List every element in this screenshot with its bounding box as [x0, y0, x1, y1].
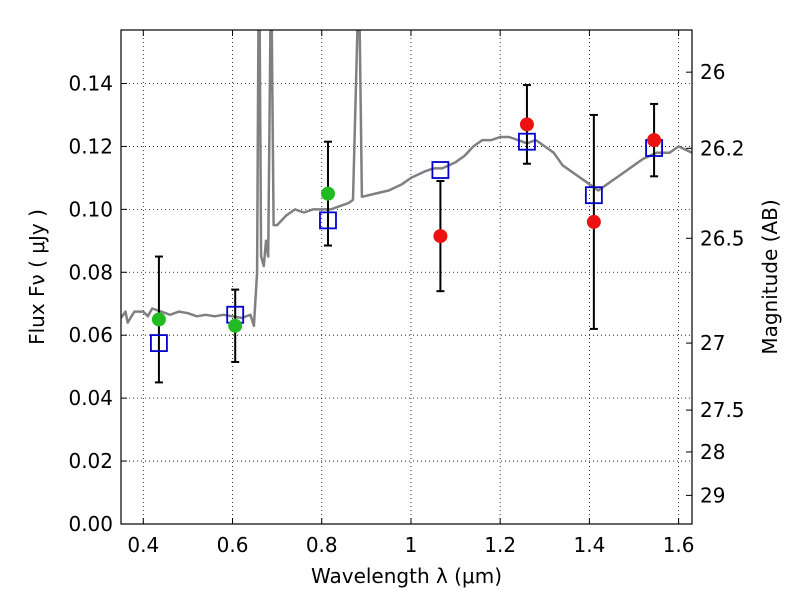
y-tick-label: 0.04 — [68, 386, 113, 410]
model-square-marker — [518, 132, 536, 151]
x-tick-label: 0.6 — [217, 533, 249, 557]
y2-tick-label: 26.5 — [700, 226, 745, 250]
red-data-point — [647, 133, 662, 148]
plot-frame — [120, 29, 693, 525]
y-axis-label: Flux Fν ( μJy ) — [25, 209, 49, 345]
y2-tick-label: 27.5 — [700, 398, 745, 422]
x-axis-label: Wavelength λ (μm) — [311, 564, 502, 588]
red-data-point — [519, 117, 534, 132]
x-tick-label: 1.6 — [663, 533, 695, 557]
model-square-marker — [150, 334, 168, 352]
y2-tick-label: 28 — [700, 440, 725, 464]
x-tick-label: 0.8 — [306, 533, 338, 557]
y2-axis-label: Magnitude (AB) — [758, 199, 782, 354]
y-tick-label: 0.00 — [68, 512, 113, 536]
green-data-point — [151, 312, 166, 327]
axis-ticks: 0.4 0.6 0.8 1 1.2 1.4 1.6 0.00 0.02 0.04 0.06 0.08 0… — [68, 30, 745, 557]
template-spectrum — [121, 30, 692, 328]
x-tick-label: 1 — [405, 533, 418, 557]
model-square-marker — [431, 161, 450, 179]
y-tick-label: 0.06 — [68, 323, 113, 347]
template-spectrum-line — [121, 30, 692, 328]
data-markers — [150, 117, 663, 352]
green-data-point — [320, 186, 335, 201]
red-data-point — [433, 229, 448, 244]
green-data-point — [228, 318, 243, 333]
x-tick-label: 0.4 — [127, 533, 159, 557]
x-tick-label: 1.4 — [573, 533, 605, 557]
y2-tick-label: 26.2 — [700, 136, 745, 160]
y2-tick-label: 29 — [700, 483, 725, 507]
y2-tick-label: 26 — [700, 60, 725, 84]
y-tick-label: 0.14 — [68, 71, 113, 95]
y-tick-label: 0.10 — [68, 197, 113, 221]
y-tick-label: 0.02 — [68, 449, 113, 473]
red-data-point — [586, 214, 601, 229]
model-square-marker — [319, 211, 337, 230]
y2-tick-label: 27 — [700, 331, 725, 355]
model-square-marker — [584, 186, 603, 205]
y-tick-label: 0.12 — [68, 134, 113, 158]
y-tick-label: 0.08 — [68, 260, 113, 284]
x-tick-label: 1.2 — [484, 533, 516, 557]
